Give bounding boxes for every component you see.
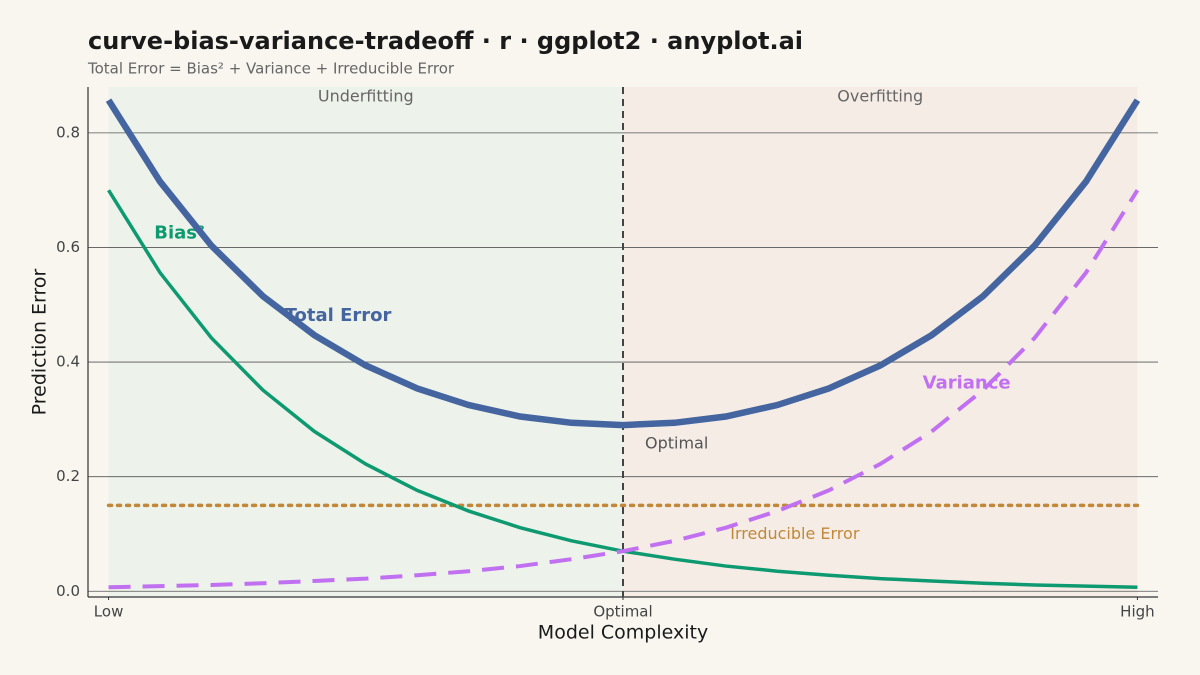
chart-subtitle: Total Error = Bias² + Variance + Irreduc… <box>87 60 455 78</box>
region <box>623 87 1138 597</box>
y-tick-label: 0.4 <box>56 353 80 371</box>
y-tick-label: 0.2 <box>56 467 80 485</box>
series-label: Total Error <box>285 305 392 326</box>
y-axis-label: Prediction Error <box>29 268 51 415</box>
series-label: Variance <box>923 372 1011 393</box>
x-axis-label: Model Complexity <box>538 622 708 644</box>
region-label: Underfitting <box>318 87 414 106</box>
chart-title: curve-bias-variance-tradeoff · r · ggplo… <box>88 27 803 55</box>
series-line <box>105 98 1141 429</box>
x-tick-label: High <box>1120 603 1154 621</box>
series-line <box>108 189 1140 590</box>
series-label: Irreducible Error <box>730 524 860 543</box>
x-tick-label: Low <box>94 603 124 621</box>
x-tick-label: Optimal <box>593 603 652 621</box>
region <box>108 87 624 597</box>
region-label: Overfitting <box>837 87 923 106</box>
y-tick-label: 0.8 <box>56 123 80 141</box>
y-tick-label: 0.0 <box>56 582 80 600</box>
series-label: Bias² <box>154 223 205 244</box>
optimal-label: Optimal <box>645 434 708 453</box>
y-tick-label: 0.6 <box>56 238 80 256</box>
